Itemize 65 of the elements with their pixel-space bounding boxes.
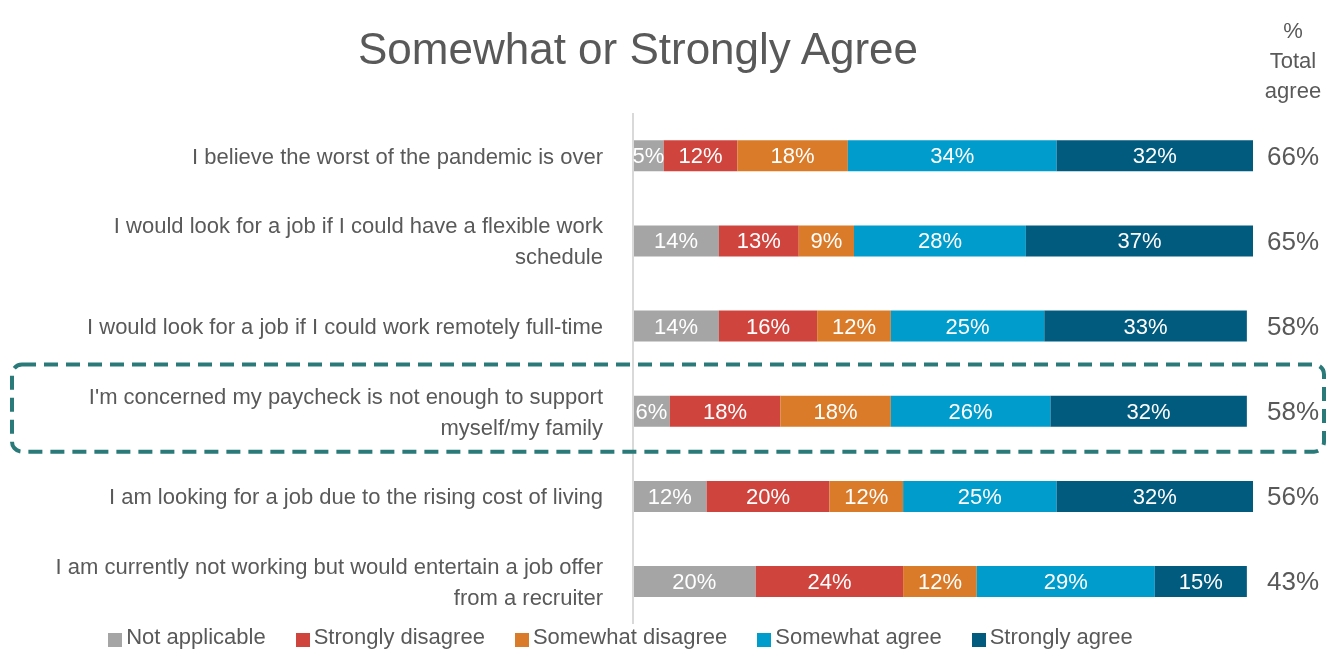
data-label: 12% (831, 313, 877, 339)
data-label: 32% (1132, 143, 1177, 169)
bar (1056, 140, 1253, 172)
data-label: 14% (653, 228, 698, 254)
text: 43% (1265, 566, 1320, 597)
data-label: 16% (746, 313, 791, 339)
text: 56% (1265, 481, 1320, 512)
text: 58% (1265, 396, 1320, 427)
bar (890, 395, 1051, 427)
data-label: 9% (810, 228, 843, 254)
data-label: 6% (635, 398, 668, 424)
y-tick-label: I believe the worst of the pandemic is over (192, 143, 603, 169)
bar (1050, 395, 1247, 427)
bar (706, 480, 830, 512)
bar (633, 566, 756, 598)
y-tick-label: I am currently not working but would entertain a job offer from a recruiter (55, 553, 603, 610)
bar (890, 310, 1045, 342)
data-label: 32% (1132, 483, 1177, 509)
data-label: 28% (917, 228, 962, 254)
legend-label: Strongly agree (989, 624, 1133, 649)
data-label: 33% (1123, 313, 1168, 339)
data-label: 32% (1126, 398, 1171, 424)
data-label: 34% (930, 143, 975, 169)
y-tick-label: I would look for a job if I could work remotely full-time (87, 313, 603, 339)
bar (976, 566, 1155, 598)
bar (853, 225, 1026, 257)
data-label: 18% (703, 398, 748, 424)
data-label: 29% (1043, 569, 1088, 595)
bar (847, 140, 1057, 172)
chart-title: Somewhat or Strongly Agree (357, 24, 919, 74)
bar (780, 395, 891, 427)
y-tick-label: I would look for a job if I could have a flexible work schedule (113, 212, 604, 269)
legend-label: Somewhat agree (775, 624, 942, 649)
data-label: 13% (736, 228, 781, 254)
text: 65% (1265, 225, 1320, 256)
data-label: 12% (844, 483, 889, 509)
bar (903, 480, 1057, 512)
bar (1025, 225, 1253, 257)
data-label: 18% (770, 143, 815, 169)
data-label: 20% (746, 483, 791, 509)
data-label: 26% (948, 398, 993, 424)
bar (1044, 310, 1247, 342)
data-label: 25% (957, 483, 1002, 509)
bar (737, 140, 848, 172)
data-label: 25% (945, 313, 990, 339)
data-label: 12% (647, 483, 692, 509)
data-label: 12% (917, 569, 962, 595)
data-label: 20% (672, 569, 717, 595)
legend-label: Somewhat disagree (532, 624, 728, 649)
data-label: 12% (678, 143, 723, 169)
data-label: 5% (632, 143, 665, 169)
data-label: 37% (1117, 228, 1162, 254)
data-label: 18% (813, 398, 858, 424)
data-label: 24% (807, 569, 852, 595)
text: 66% (1265, 140, 1320, 171)
legend-label: Not applicable (126, 624, 266, 649)
legend-label: Strongly disagree (313, 624, 485, 649)
bar (755, 566, 904, 598)
bar (1056, 480, 1253, 512)
data-label: 15% (1178, 569, 1223, 595)
y-tick-label: I'm concerned my paycheck is not enough to support myself/my family (88, 383, 603, 440)
text: 58% (1265, 310, 1320, 341)
y-tick-label: I am looking for a job due to the rising cost of living (108, 483, 603, 509)
data-label: 14% (653, 313, 698, 339)
text: % Total agree (1263, 17, 1323, 105)
